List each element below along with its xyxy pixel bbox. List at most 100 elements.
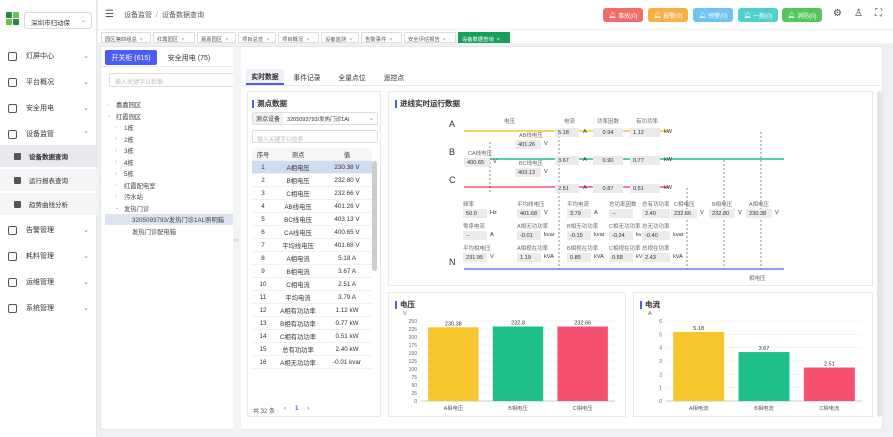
page-number[interactable]: 1 [295,406,299,412]
caret-right-icon[interactable]: › [115,159,117,165]
close-icon[interactable]: × [349,37,353,43]
sidebar-item2-1[interactable]: 耗料管理 ⌄ [0,244,97,268]
table-header: 序号 测点 值 [252,148,372,161]
page-tab-0[interactable]: 园区第四组总 × [101,32,151,43]
tree-node[interactable]: › 嘉嘉园区 [107,99,227,110]
table-row[interactable]: 7 平均线电压 401.68 V [252,239,372,252]
caret-down-icon[interactable]: ⌄ [115,205,120,211]
table-cell: B相有功功率 [280,320,316,328]
content-tab-0[interactable]: 实时数据 [246,69,284,85]
tree-node[interactable]: › 3栋 [115,145,235,156]
summary-label: 总功率因数 [609,202,637,208]
table-row[interactable]: 6 CA线电压 400.65 V [252,226,372,239]
page-tab-1[interactable]: 红霞园区 × [153,32,195,43]
tree-search-input[interactable]: 输入关键字以检索 [109,73,234,87]
table-row[interactable]: 15 总有功功率 2.40 kW [252,343,372,356]
table-row[interactable]: 2 B相电压 232.80 V [252,174,372,187]
table-row[interactable]: 12 A相有功功率 1.12 kW [252,304,372,317]
caret-right-icon[interactable]: › [115,170,117,177]
close-icon[interactable]: × [389,37,393,43]
caret-down-icon[interactable]: ⌄ [107,113,112,119]
table-row[interactable]: 9 B相电流 3.67 A [252,265,372,278]
caret-right-icon[interactable]: › [115,182,117,188]
sidebar-item2-0[interactable]: 告警管理 ⌄ [0,218,97,242]
sidebar-item-0[interactable]: 灯屏中心 ⌄ [0,44,97,68]
next-page-icon[interactable]: › [307,406,310,412]
sidebar-subitem-0[interactable]: 设备数据查询 [0,145,97,167]
scrollbar[interactable] [372,161,377,271]
page-tab-6[interactable]: 告警事件 × [361,32,402,43]
sidebar-item-2[interactable]: 安全用电 ⌄ [0,96,97,120]
tree-node[interactable]: › 污水站 [115,191,235,202]
prev-page-icon[interactable]: ‹ [284,406,287,412]
content-scrollbar[interactable] [877,91,882,417]
collapse-arrow-icon[interactable]: ‹› [234,237,239,244]
table-row[interactable]: 1 A相电压 230.38 V [252,161,372,174]
tree-node[interactable]: › 2栋 [115,134,235,145]
sidebar-subitem-2[interactable]: 趋势曲线分析 [0,193,97,215]
table-row[interactable]: 10 C相电流 2.51 A [252,278,372,291]
tree-node[interactable]: ⌄ 红霞园区 [107,111,227,122]
close-icon[interactable]: × [306,37,310,43]
breadcrumb-item[interactable]: 设备监管 [124,12,152,19]
page-tab-5[interactable]: 设备监测 × [321,32,359,43]
tree-node[interactable]: › 红霞配电室 [115,180,235,191]
tree-node[interactable]: › 4栋 [115,157,235,168]
user-icon[interactable]: ♙ [854,8,863,19]
device-select[interactable]: 测点设备 3205093793/发热门诊1Al ⌄ [252,112,378,125]
close-icon[interactable]: × [266,37,270,43]
power-value: 1.12 [630,128,660,137]
content-tab-2[interactable]: 全量点位 [338,75,366,82]
close-icon[interactable]: × [442,37,446,43]
splitter[interactable] [233,47,241,431]
alarm-badge-4[interactable]: 🔔︎ 消防(0) [782,8,822,22]
table-row[interactable]: 5 BC线电压 403.13 V [252,213,372,226]
caret-right-icon[interactable]: › [107,101,109,108]
close-icon[interactable]: × [139,37,143,43]
table-row[interactable]: 4 AB线电压 401.26 V [252,200,372,213]
page-tab-4[interactable]: 项目概况 × [278,32,319,43]
alarm-badge-2[interactable]: 🔔︎ 预警(0) [693,8,733,22]
tree-node[interactable]: 发热门诊配电箱 [123,226,243,237]
city-select[interactable]: 深圳市归动保 ⌄ [24,12,92,29]
breadcrumb: 设备监管 / 设备数据查询 [124,12,204,19]
menu-fold-icon[interactable]: ☰ [105,9,114,20]
caret-right-icon[interactable]: › [115,193,117,200]
fullscreen-icon[interactable]: ⛶ [875,8,882,19]
sidebar-item-3[interactable]: 设备监管 ⌃ [0,122,97,146]
close-icon[interactable]: × [225,37,229,43]
alarm-badge-1[interactable]: 🔔︎ 报警(0) [648,8,688,22]
tree-node[interactable]: › 1栋 [115,122,235,133]
alarm-badge-3[interactable]: 🔔︎ 一般(0) [738,8,778,22]
caret-right-icon[interactable]: › [115,147,117,154]
table-row[interactable]: 3 C相电压 232.66 V [252,187,372,200]
content-tab-3[interactable]: 遥控点 [383,75,405,82]
caret-right-icon[interactable]: › [115,124,117,131]
close-icon[interactable]: × [181,37,185,43]
content-tab-1[interactable]: 事件记录 [293,75,321,82]
tab-safe-power[interactable]: 安全用电 (75) [167,54,211,62]
table-row[interactable]: 11 平均电流 3.79 A [252,291,372,304]
page-tab-3[interactable]: 项目总览 × [238,32,276,43]
sidebar-item2-3[interactable]: 系统管理 ⌄ [0,296,97,320]
page-tab-7[interactable]: 安全评估报告 × [404,32,456,43]
close-icon[interactable]: × [496,37,500,43]
table-row[interactable]: 8 A相电流 5.18 A [252,252,372,265]
tree-node[interactable]: ⌄ 发热门诊 [115,203,235,214]
page-tab-2[interactable]: 嘉嘉园区 × [197,32,236,43]
measure-search-input[interactable]: 输入关键字以检索 [252,130,378,143]
sidebar-subitem-1[interactable]: 运行报表查询 [0,169,97,191]
table-row[interactable]: 13 B相有功功率 0.77 kW [252,317,372,330]
alarm-badge-0[interactable]: 🔔︎ 事故(0) [603,8,643,22]
sidebar-item-1[interactable]: 平台概况 ⌄ [0,70,97,94]
table-row[interactable]: 16 A相无功功率 -0.01 kvar [252,356,372,369]
summary-value: -0.15 [567,231,591,240]
caret-right-icon[interactable]: › [115,136,117,142]
tab-switchgear[interactable]: 开关柜 (615) [105,50,157,65]
page-tab-8[interactable]: 设备数据查询 × [458,32,510,43]
table-row[interactable]: 14 C相有功功率 0.51 kW [252,330,372,343]
tree-node[interactable]: › 5栋 [115,168,235,179]
sidebar-item2-2[interactable]: 运维管理 ⌄ [0,270,97,294]
gear-icon[interactable]: ⚙ [833,8,842,19]
tree-node[interactable]: 3205093793/发热门诊1AL照明箱 [105,214,233,225]
